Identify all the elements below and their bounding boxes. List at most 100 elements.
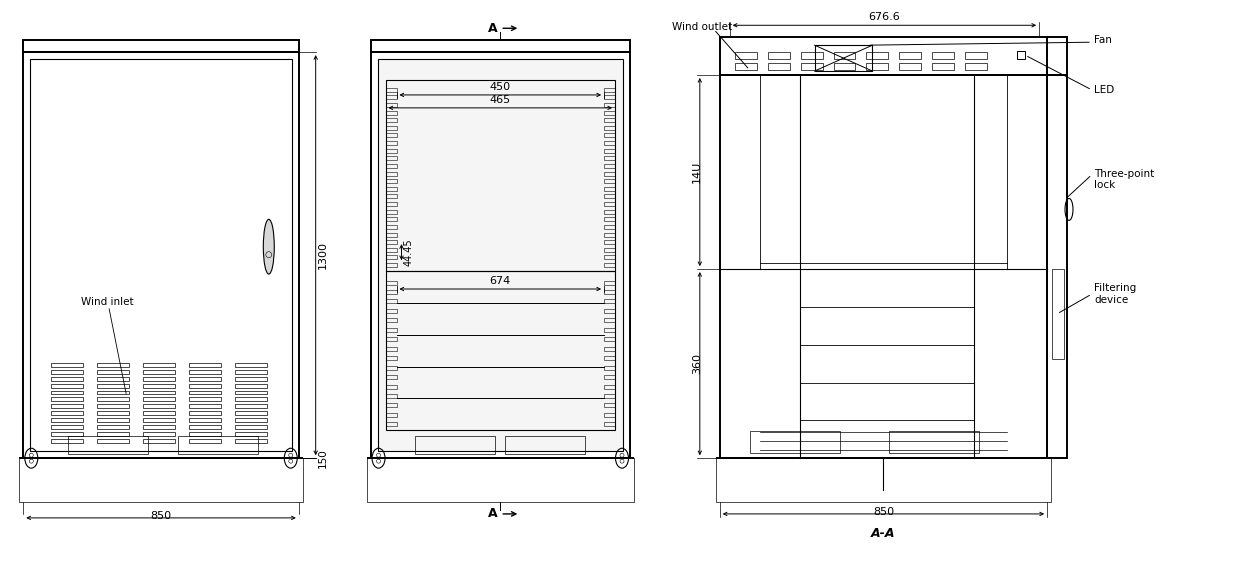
Bar [385, 328, 396, 332]
Bar [97, 362, 130, 367]
Bar [385, 202, 396, 206]
Bar [604, 118, 616, 122]
Bar [370, 40, 630, 52]
Bar [385, 164, 396, 168]
Text: 850: 850 [873, 507, 893, 517]
Bar [385, 141, 396, 145]
Bar [234, 405, 267, 408]
Bar [143, 433, 174, 437]
Bar [51, 439, 83, 444]
Bar [385, 347, 396, 351]
Bar [51, 433, 83, 437]
Bar [370, 52, 630, 458]
Bar [385, 271, 616, 430]
Bar [604, 210, 616, 214]
Bar [1047, 75, 1067, 458]
Bar [604, 133, 616, 137]
Bar [97, 390, 130, 394]
Bar [385, 309, 396, 313]
Bar [966, 63, 987, 70]
Text: Wind outlet: Wind outlet [672, 22, 731, 32]
Bar [604, 96, 616, 99]
Bar [385, 375, 396, 379]
Bar [604, 299, 616, 303]
Bar [720, 75, 1047, 458]
Bar [20, 458, 303, 502]
Bar [51, 390, 83, 394]
Bar [51, 397, 83, 401]
Text: 850: 850 [151, 511, 172, 521]
Bar [604, 375, 616, 379]
Bar [604, 413, 616, 417]
Bar [97, 439, 130, 444]
Bar [234, 369, 267, 373]
Bar [189, 397, 221, 401]
Bar [385, 149, 396, 153]
Bar [604, 87, 616, 91]
Bar [604, 290, 616, 294]
Bar [97, 369, 130, 373]
Bar [604, 179, 616, 183]
Bar [24, 40, 299, 52]
Bar [143, 426, 174, 429]
Bar [234, 362, 267, 367]
Bar [97, 426, 130, 429]
Bar [385, 290, 396, 294]
Bar [866, 52, 888, 59]
Bar [189, 419, 221, 422]
Bar [801, 63, 822, 70]
Bar [51, 405, 83, 408]
Bar [234, 433, 267, 437]
Bar [604, 365, 616, 369]
Text: 676.6: 676.6 [868, 12, 901, 22]
Bar [143, 376, 174, 380]
Bar [385, 87, 396, 91]
Bar [385, 156, 396, 160]
Text: A: A [487, 22, 497, 35]
Bar [51, 383, 83, 387]
Bar [385, 384, 396, 389]
Bar [143, 439, 174, 444]
Bar [189, 412, 221, 415]
Bar [604, 202, 616, 206]
Bar [385, 171, 396, 175]
Bar [834, 52, 856, 59]
Bar [189, 390, 221, 394]
Bar [890, 431, 979, 453]
Bar [51, 426, 83, 429]
Bar [51, 419, 83, 422]
Bar [385, 225, 396, 229]
Bar [385, 356, 396, 360]
Bar [768, 63, 790, 70]
Bar [378, 59, 623, 451]
Bar [604, 233, 616, 237]
Bar [385, 281, 396, 284]
Bar [143, 390, 174, 394]
Bar [189, 439, 221, 444]
Bar [385, 179, 396, 183]
Bar [51, 362, 83, 367]
Bar [69, 437, 148, 454]
Bar [834, 63, 856, 70]
Bar [385, 80, 616, 271]
Bar [143, 405, 174, 408]
Bar [604, 126, 616, 130]
Bar [866, 63, 888, 70]
Text: 150: 150 [318, 448, 328, 468]
Bar [97, 397, 130, 401]
Bar [143, 412, 174, 415]
Bar [385, 103, 396, 107]
Text: 44.45: 44.45 [404, 239, 414, 266]
Bar [604, 195, 616, 199]
Bar [604, 422, 616, 426]
Bar [143, 383, 174, 387]
Bar [604, 225, 616, 229]
Bar [385, 338, 396, 341]
Bar [604, 328, 616, 332]
Bar [51, 376, 83, 380]
Bar [385, 210, 396, 214]
Bar [143, 369, 174, 373]
Bar [234, 376, 267, 380]
Bar [189, 376, 221, 380]
Bar [604, 103, 616, 107]
